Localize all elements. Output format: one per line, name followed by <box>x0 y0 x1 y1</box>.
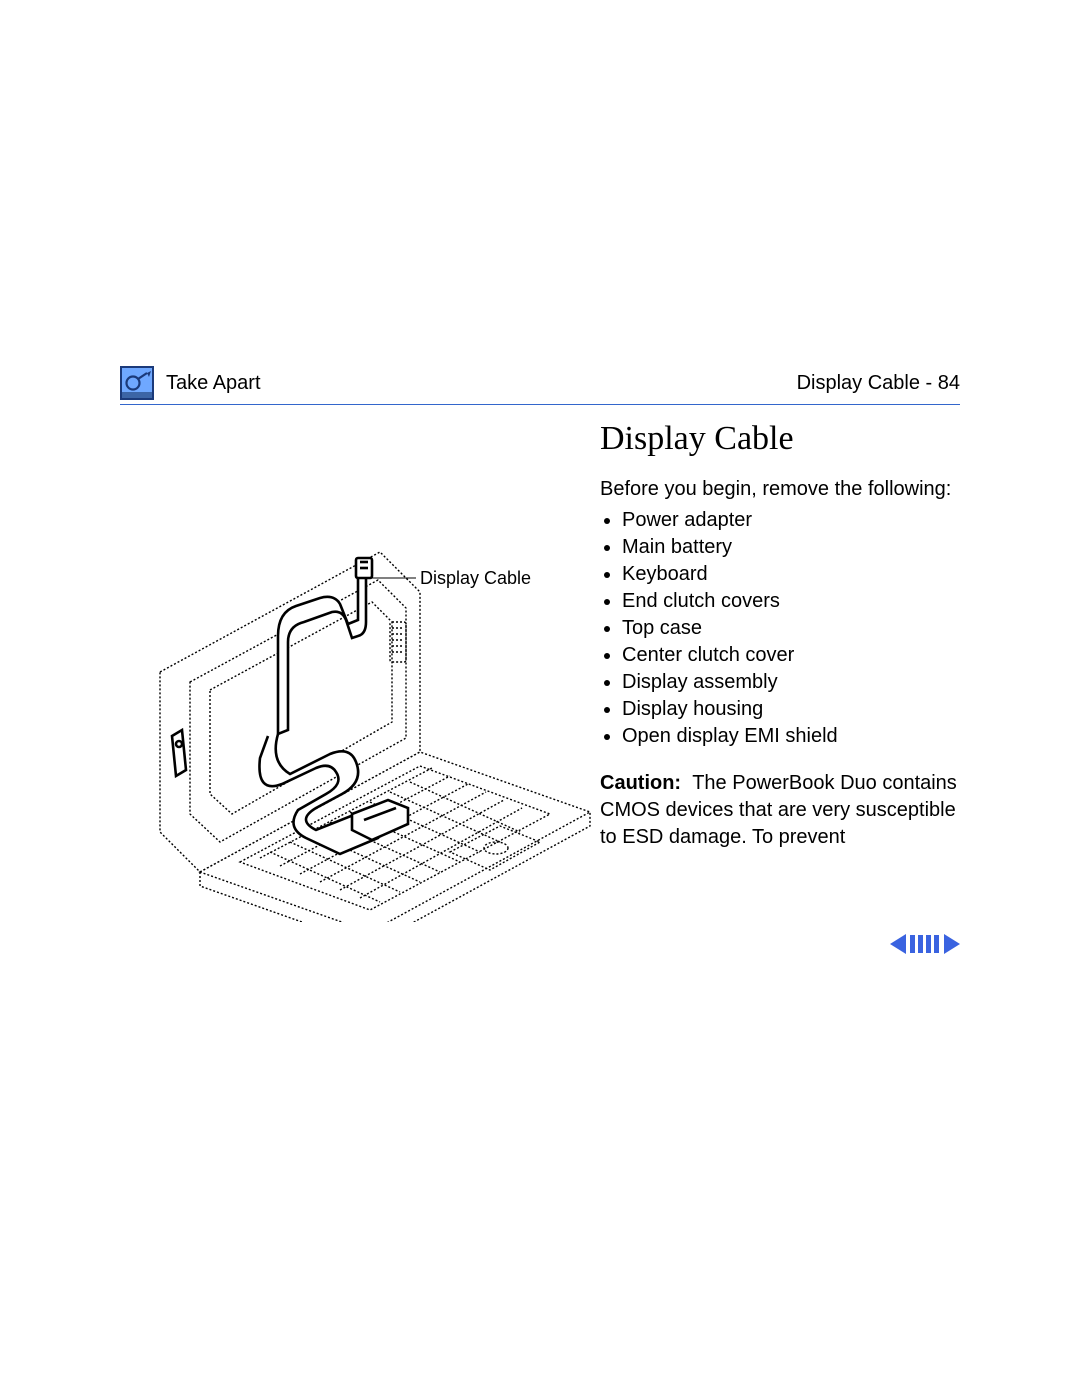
list-item: Top case <box>622 615 960 642</box>
prev-page-button[interactable] <box>890 932 908 956</box>
page-number-label: Display Cable - 84 <box>797 372 960 395</box>
list-item: Keyboard <box>622 561 960 588</box>
list-item: Display assembly <box>622 669 960 696</box>
caution-paragraph: Caution: The PowerBook Duo contains CMOS… <box>600 770 960 851</box>
content-column: Display Cable Before you begin, remove t… <box>600 420 960 871</box>
intro-text: Before you begin, remove the following: <box>600 476 960 503</box>
page-header: Take Apart Display Cable - 84 <box>120 372 960 412</box>
list-item: Display housing <box>622 696 960 723</box>
prerequisite-list: Power adapter Main battery Keyboard End … <box>600 507 960 750</box>
header-rule <box>120 404 960 405</box>
page: Take Apart Display Cable - 84 <box>0 0 1080 1397</box>
list-item: Open display EMI shield <box>622 723 960 750</box>
diagram-caption: Display Cable <box>420 568 531 589</box>
list-item: Center clutch cover <box>622 642 960 669</box>
caution-label: Caution: <box>600 772 681 794</box>
section-name: Take Apart <box>166 372 261 395</box>
list-item: Main battery <box>622 534 960 561</box>
page-title: Display Cable <box>600 420 960 458</box>
page-navigation <box>890 932 960 956</box>
list-item: Power adapter <box>622 507 960 534</box>
list-item: End clutch covers <box>622 588 960 615</box>
next-page-button[interactable] <box>942 932 960 956</box>
chapter-icon <box>120 366 154 400</box>
exploded-diagram <box>120 422 600 922</box>
